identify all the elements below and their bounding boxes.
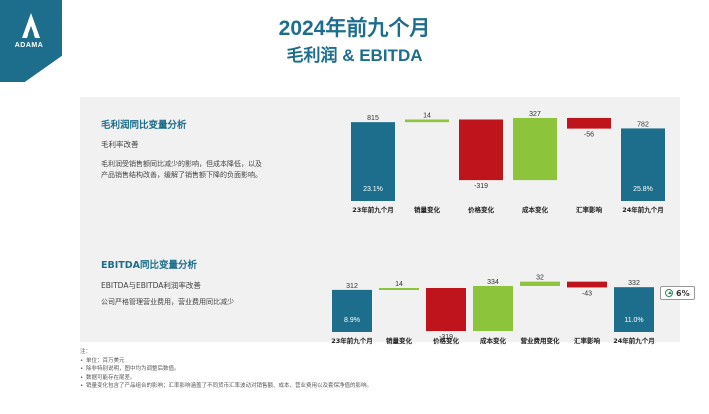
waterfall-bar — [614, 287, 654, 332]
category-tick-label: 销量变化 — [414, 205, 441, 214]
bar-value-label: -56 — [584, 132, 594, 139]
category-tick-label: 成本变化 — [480, 336, 507, 345]
bar-margin-label: 25.8% — [633, 186, 653, 193]
adama-leaf-icon — [22, 13, 40, 38]
category-tick-label: 汇率影响 — [576, 205, 603, 214]
waterfall-bar — [567, 117, 611, 129]
waterfall-bar — [473, 285, 513, 332]
logo-text: ADAMA — [14, 42, 44, 49]
waterfall-bar — [351, 122, 395, 201]
waterfall-bar — [621, 128, 665, 201]
bar-margin-label: 11.0% — [624, 317, 643, 324]
page-title: 2024年前九个月 — [278, 17, 431, 40]
gross-profit-section-subtitle: 毛利率改善 — [101, 140, 139, 149]
category-tick-label: 24年前九个月 — [622, 205, 664, 214]
waterfall-bar — [567, 281, 607, 288]
ebitda-section-subtitle: EBITDA与EBITDA利润率改善 — [101, 281, 201, 290]
bar-value-label: -319 — [439, 334, 453, 341]
ebitda-margin-change-badge: 6% — [660, 286, 695, 300]
category-tick-label: 汇率影响 — [574, 336, 601, 345]
category-tick-label: 24年前九个月 — [613, 336, 655, 345]
gross-profit-body-line: 产品销售结构改善，缓解了销售额下降的负面影响。 — [101, 171, 262, 179]
footnote-item: 数据可能存在尾差。 — [80, 374, 680, 383]
bar-value-label: 334 — [487, 279, 499, 286]
gross-profit-body-line: 毛利润受销售额同比减少的影响，但成本降低，以及 — [101, 160, 262, 168]
waterfall-bar — [513, 117, 557, 181]
bar-value-label: 815 — [367, 115, 379, 122]
bar-value-label: 327 — [529, 111, 541, 118]
bar-value-label: 32 — [536, 275, 544, 282]
footnotes: 注： 单位：百万美元 除非特别说明，图中均为调整后数值。 数据可能存在尾差。 销… — [80, 348, 680, 391]
page-subtitle: 毛利润 & EBITDA — [286, 46, 423, 65]
adama-logo: ADAMA — [0, 0, 62, 82]
footnote-item: 除非特别说明，图中均为调整后数值。 — [80, 365, 680, 374]
bar-value-label: -319 — [474, 183, 488, 190]
category-tick-label: 销量变化 — [386, 336, 413, 345]
category-tick-label: 23年前九个月 — [352, 205, 394, 214]
footnote-item: 单位：百万美元 — [80, 357, 680, 366]
ebitda-section-body: 公司严格管理营业费用，营业费用同比减少 — [101, 298, 234, 306]
bar-value-label: -43 — [582, 290, 592, 297]
bar-value-label: 332 — [628, 280, 640, 287]
category-tick-label: 价格变化 — [433, 336, 460, 345]
category-tick-label: 价格变化 — [468, 205, 495, 214]
category-tick-label: 营业费用变化 — [521, 336, 561, 345]
gross-profit-waterfall-chart: 815 23.1% 23年前九个月 14 销量变化 -319 价格变化 327 成本变化 -56 汇… — [351, 111, 665, 214]
bar-value-label: 14 — [395, 281, 403, 288]
up-arrow-circle-icon — [665, 289, 673, 297]
bar-value-label: 782 — [637, 121, 649, 128]
bar-value-label: 312 — [346, 283, 358, 290]
waterfall-bar — [332, 289, 372, 332]
waterfall-bar — [405, 119, 449, 123]
footnote-label: 注： — [80, 349, 92, 355]
waterfall-bar — [379, 287, 419, 290]
category-tick-label: 成本变化 — [522, 205, 549, 214]
waterfall-bar — [426, 287, 466, 332]
badge-value: 6% — [676, 288, 690, 298]
waterfall-bar — [459, 119, 503, 181]
footnote-item: 销量变化包含了产品组合的影响；汇率影响涵盖了不同货币汇率波动对销售额、成本、营业… — [80, 382, 680, 391]
gross-profit-section-title: 毛利润同比变量分析 — [101, 120, 187, 131]
gross-profit-section-body: 毛利润受销售额同比减少的影响，但成本降低，以及 产品销售结构改善，缓解了销售额下… — [101, 159, 262, 181]
bar-value-label: 14 — [423, 112, 431, 119]
bar-margin-label: 23.1% — [363, 186, 383, 193]
category-tick-label: 23年前九个月 — [331, 336, 373, 345]
waterfall-bar — [520, 281, 560, 286]
bar-margin-label: 8.9% — [344, 317, 360, 324]
ebitda-section-title: EBITDA同比变量分析 — [101, 260, 197, 271]
